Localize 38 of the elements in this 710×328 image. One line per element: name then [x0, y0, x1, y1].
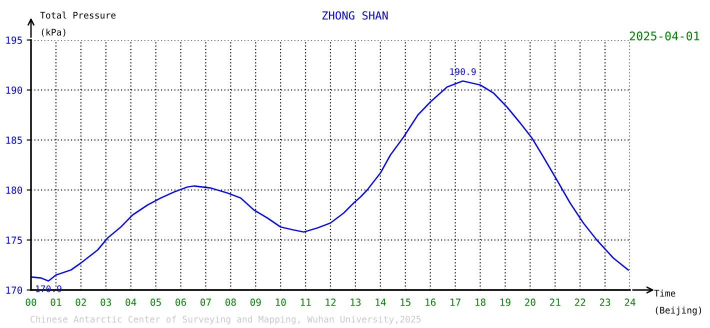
- y-tick-label: 175: [6, 236, 22, 244]
- y-tick-label: 195: [6, 36, 22, 44]
- annotation: 170.9: [36, 285, 62, 292]
- x-tick-label: 14: [376, 298, 386, 306]
- line-series: [31, 80, 629, 282]
- x-tick-label: 03: [100, 298, 111, 306]
- y-tick-label: 180: [6, 186, 22, 194]
- chart-title: ZHONG SHAN: [322, 11, 388, 20]
- x-tick-label: 05: [150, 298, 161, 306]
- x-tick-label: 07: [200, 298, 211, 306]
- x-tick-label: 22: [574, 298, 586, 306]
- x-tick-label: 11: [300, 298, 311, 306]
- annotation: 190.9: [450, 68, 476, 76]
- y-tick-label: 190: [6, 86, 22, 94]
- y-tick-label: 185: [6, 136, 22, 144]
- x-tick-label: 19: [500, 298, 510, 306]
- x-tick-label: 24: [624, 298, 636, 306]
- y-axis-title: Total Pressure (kPa): [40, 12, 116, 37]
- x-tick-label: 02: [76, 298, 86, 306]
- x-tick-label: 10: [276, 298, 286, 306]
- x-tick-label: 13: [350, 298, 361, 306]
- x-axis-title: Time (Beijing): [654, 290, 702, 316]
- x-tick-label: 08: [225, 298, 236, 306]
- x-tick-label: 09: [250, 298, 261, 306]
- x-tick-label: 15: [400, 298, 410, 306]
- x-tick-label: 16: [426, 298, 436, 306]
- x-tick-label: 12: [326, 298, 336, 306]
- x-tick-label: 01: [50, 298, 62, 306]
- x-tick-label: 00: [26, 298, 36, 306]
- x-tick-label: 23: [600, 298, 610, 306]
- x-tick-label: 04: [126, 298, 136, 306]
- y-tick-label: 170: [6, 286, 22, 294]
- x-tick-label: 18: [476, 298, 486, 306]
- annotation: 2025-04-01: [630, 32, 700, 40]
- x-tick-label: 06: [176, 298, 186, 306]
- x-tick-label: 17: [450, 298, 460, 306]
- x-tick-label: 21: [550, 298, 560, 306]
- x-tick-label: 20: [525, 298, 536, 306]
